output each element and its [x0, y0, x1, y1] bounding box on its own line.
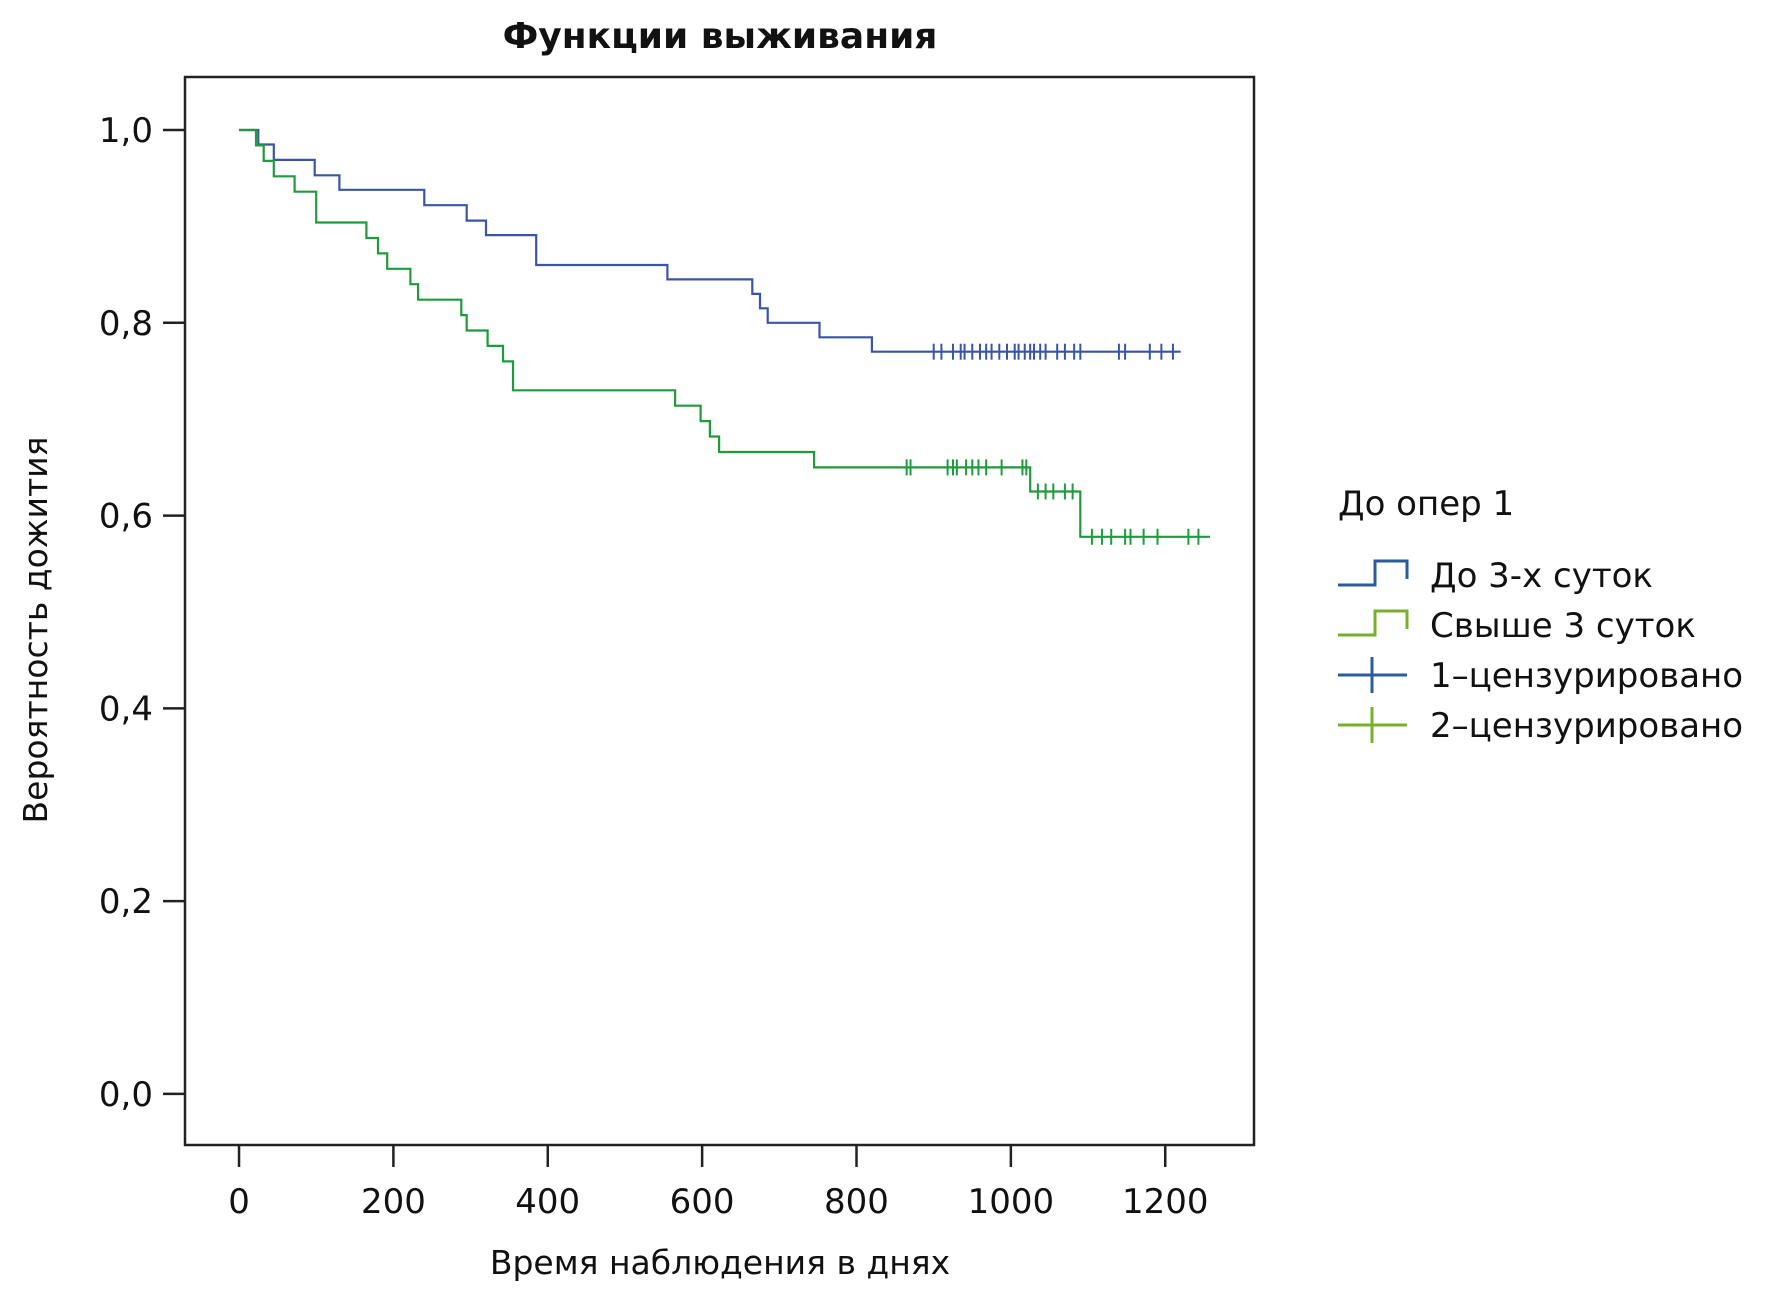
- legend-step-symbol: [1338, 609, 1409, 637]
- y-tick-label: 0,8: [99, 304, 153, 344]
- legend-title: До опер 1: [1338, 484, 1514, 524]
- legend-step-symbol: [1338, 559, 1409, 587]
- x-tick-label: 400: [515, 1182, 580, 1222]
- legend-label: До 3-х суток: [1430, 556, 1653, 596]
- series-line-2: [239, 128, 1210, 538]
- y-axis-label: Вероятность дожития: [16, 437, 55, 824]
- y-tick-label: 1,0: [99, 111, 153, 151]
- x-axis-label: Время наблюдения в днях: [490, 1243, 950, 1282]
- x-tick-label: 1000: [968, 1182, 1055, 1222]
- x-tick-label: 200: [361, 1182, 426, 1222]
- x-tick-label: 800: [824, 1182, 889, 1222]
- y-tick-label: 0,4: [99, 689, 153, 729]
- x-tick-label: 1200: [1122, 1182, 1209, 1222]
- x-tick-label: 0: [228, 1182, 250, 1222]
- legend-label: 2–цензурировано: [1430, 706, 1743, 746]
- y-axis: 0,0 0,2 0,4 0,6 0,8 1,0: [99, 111, 185, 1115]
- x-axis: 0 200 400 600 800 1000 1200: [228, 1145, 1209, 1222]
- legend: До опер 1 До 3-х суток Свыше 3 суток 1–цен…: [1338, 484, 1743, 746]
- plot-area-frame: [183, 75, 1256, 1147]
- y-tick-label: 0,0: [99, 1075, 153, 1115]
- y-tick-label: 0,2: [99, 882, 153, 922]
- y-tick-label: 0,6: [99, 497, 153, 537]
- series-layer: [239, 128, 1210, 545]
- chart-title: Функции выживания: [503, 16, 938, 57]
- legend-label: Свыше 3 суток: [1430, 606, 1696, 646]
- legend-label: 1–цензурировано: [1430, 656, 1743, 696]
- series-line-1: [239, 128, 1181, 353]
- x-tick-label: 600: [670, 1182, 735, 1222]
